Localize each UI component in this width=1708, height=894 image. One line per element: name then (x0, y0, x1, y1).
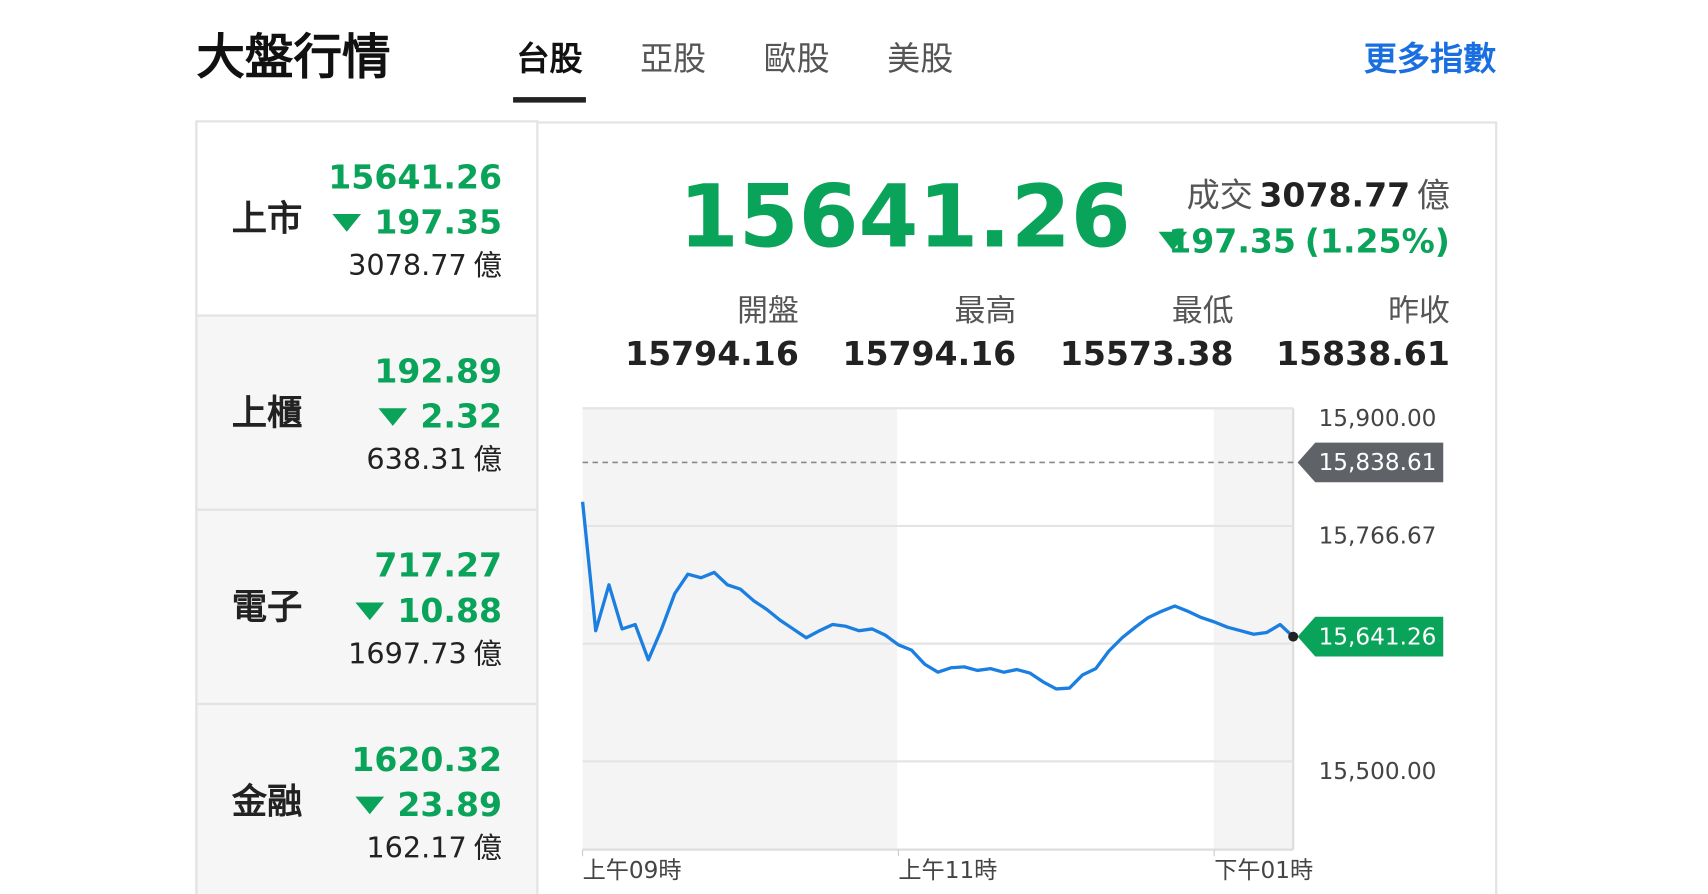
x-tick-label: 上午09時 (583, 857, 682, 884)
stat-label: 最高 (954, 293, 1016, 329)
stat-value: 15573.38 (1060, 334, 1234, 373)
market-volume-line: 3078.77 億 (348, 248, 502, 282)
stat-label: 最低 (1172, 293, 1234, 329)
down-arrow (355, 602, 385, 621)
tab[interactable]: 歐股 (764, 39, 830, 78)
market-volume: 1697.73 (348, 636, 467, 670)
change-line: 197.35 (1.25%) (1168, 221, 1450, 260)
tab[interactable]: 亞股 (640, 39, 706, 78)
y-tick-label: 15,900.00 (1319, 405, 1437, 432)
market-price: 717.27 (374, 546, 502, 585)
market-price: 1620.32 (351, 740, 502, 779)
last-point (1288, 631, 1299, 642)
tab-underline (513, 97, 586, 103)
market-name: 上市 (232, 199, 303, 240)
volume-line: 成交 3078.77 億 (1187, 175, 1450, 214)
market-volume-line: 1697.73 億 (348, 636, 502, 670)
market-name: 金融 (231, 781, 303, 822)
volume-unit: 億 (473, 831, 502, 865)
market-price: 192.89 (374, 351, 502, 390)
reference-tag (1297, 442, 1444, 483)
market-change: 2.32 (420, 397, 502, 436)
stat-value: 15838.61 (1276, 334, 1450, 373)
down-arrow (355, 796, 385, 815)
volume-unit: 億 (1417, 175, 1450, 214)
market-volume-line: 638.31 億 (366, 442, 502, 476)
price-line (580, 501, 1295, 691)
session-shade (582, 408, 898, 850)
market-change: 23.89 (397, 785, 502, 824)
volume-unit: 億 (473, 442, 502, 476)
stat-value: 15794.16 (625, 334, 799, 373)
market-change: 10.88 (397, 591, 502, 630)
y-tick-label: 15,500.00 (1319, 758, 1437, 785)
market-volume: 162.17 (366, 831, 466, 865)
down-arrow (332, 214, 362, 232)
more-link[interactable]: 更多指數 (1364, 39, 1496, 78)
stat-label: 開盤 (737, 293, 799, 329)
tab[interactable]: 美股 (887, 39, 953, 78)
reference-label: 15,838.61 (1319, 449, 1437, 476)
change: 197.35 (1168, 221, 1296, 260)
market-change: 197.35 (374, 202, 502, 241)
tab[interactable]: 台股 (516, 39, 582, 78)
market-volume: 638.31 (366, 442, 466, 476)
market-name: 電子 (232, 587, 303, 628)
main-price: 15641.26 (679, 167, 1131, 267)
last-price-label: 15,641.26 (1319, 623, 1437, 650)
last-price-tag (1297, 616, 1444, 657)
page-title: 大盤行情 (196, 30, 390, 86)
x-tick-label: 上午11時 (898, 857, 997, 884)
x-tick-label: 下午01時 (1214, 857, 1313, 884)
market-name: 上櫃 (232, 393, 303, 434)
volume: 3078.77 (1259, 175, 1410, 214)
stat-value: 15794.16 (842, 334, 1016, 373)
volume-unit: 億 (473, 636, 502, 670)
market-row[interactable] (195, 314, 539, 511)
volume-unit: 億 (473, 248, 502, 282)
y-tick-label: 15,766.67 (1319, 522, 1437, 549)
down-arrow (378, 408, 408, 426)
volume-label: 成交 (1187, 175, 1253, 214)
down-arrow (1158, 231, 1188, 251)
market-volume: 3078.77 (348, 248, 467, 282)
content: 大盤行情 更多指數 15641.26 成交 3078.77 億 197.35 (1.2… (195, 30, 1498, 894)
stat-label: 昨收 (1388, 293, 1450, 329)
market-volume-line: 162.17 億 (366, 831, 502, 865)
session-shade (1213, 408, 1294, 850)
market-price: 15641.26 (328, 157, 502, 196)
change-pct: (1.25%) (1305, 221, 1450, 260)
